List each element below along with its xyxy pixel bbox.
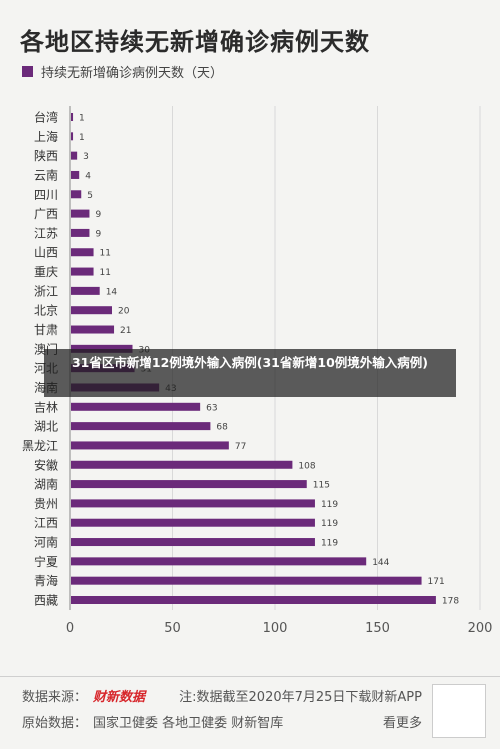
category-label: 宁夏 — [34, 554, 58, 569]
category-label: 湖北 — [34, 419, 58, 434]
bar — [71, 422, 211, 431]
bar — [71, 286, 100, 295]
bar — [71, 228, 90, 237]
data-label: 77 — [235, 442, 246, 452]
footer-source-row: 数据来源： 财新数据 注:数据截至2020年7月25日下载财新APP — [22, 686, 422, 705]
bar — [71, 480, 307, 489]
bar — [71, 557, 367, 566]
x-tick-label: 50 — [164, 621, 181, 636]
bar — [71, 209, 90, 218]
bar — [71, 170, 80, 179]
legend-swatch — [22, 66, 33, 77]
category-label: 陕西 — [34, 148, 58, 163]
category-label: 湖南 — [34, 477, 58, 492]
x-tick-label: 0 — [66, 621, 74, 636]
category-label: 安徽 — [34, 457, 58, 472]
data-label: 9 — [95, 229, 101, 239]
origin-values: 国家卫健委 各地卫健委 财新智库 — [93, 716, 284, 731]
data-label: 178 — [442, 597, 459, 607]
category-label: 江西 — [34, 516, 58, 530]
bar-chart: 0 50 100 150 200 台湾 1 上海 1 陕西 3 云南 4 四川 5 广西 9 江苏 9 山西 11 重庆 1… — [22, 106, 493, 636]
qr-code[interactable] — [432, 684, 486, 738]
category-label: 吉林 — [34, 400, 58, 414]
data-label: 11 — [100, 268, 111, 278]
category-label: 北京 — [34, 304, 58, 318]
origin-label: 原始数据： — [22, 716, 88, 731]
source-label: 数据来源： — [22, 690, 88, 705]
data-label: 21 — [120, 326, 131, 336]
legend: 持续无新增确诊病例天数（天） — [22, 62, 223, 81]
data-label: 115 — [313, 481, 330, 491]
bar — [71, 132, 74, 141]
data-label: 1 — [79, 133, 85, 143]
data-label: 119 — [321, 519, 338, 529]
data-label: 144 — [372, 558, 389, 568]
category-label: 西藏 — [34, 594, 58, 608]
bar — [71, 344, 133, 353]
data-label: 11 — [100, 249, 111, 259]
bar — [71, 460, 293, 469]
bar — [71, 441, 229, 450]
category-label: 黑龙江 — [22, 439, 58, 453]
category-label: 台湾 — [34, 110, 58, 125]
watch-more-label: 看更多 — [382, 716, 422, 731]
category-label: 重庆 — [34, 265, 58, 279]
footer-origin-row: 原始数据： 国家卫健委 各地卫健委 财新智库 看更多 — [22, 712, 422, 731]
news-headline-overlay[interactable]: 31省区市新增12例境外输入病例(31省新增10例境外输入病例) — [44, 349, 456, 397]
category-label: 广西 — [34, 207, 58, 221]
category-label: 贵州 — [34, 497, 58, 511]
data-label: 3 — [83, 152, 89, 162]
category-label: 山西 — [34, 246, 58, 260]
x-tick-label: 200 — [468, 621, 493, 636]
x-tick-label: 150 — [365, 621, 390, 636]
category-label: 甘肃 — [34, 323, 58, 337]
bar — [71, 518, 315, 527]
data-label: 20 — [118, 307, 130, 317]
category-label: 江苏 — [34, 226, 58, 240]
bar — [71, 576, 422, 585]
data-label: 63 — [206, 403, 217, 413]
bar — [71, 499, 315, 508]
bar — [71, 538, 315, 547]
legend-label: 持续无新增确诊病例天数（天） — [41, 66, 224, 81]
category-label: 四川 — [34, 188, 58, 202]
bar — [71, 325, 115, 334]
category-label: 浙江 — [34, 284, 58, 298]
data-note: 注:数据截至2020年7月25日下载财新APP — [179, 690, 422, 705]
data-label: 68 — [216, 423, 228, 433]
data-label: 4 — [85, 171, 91, 181]
data-label: 14 — [106, 287, 118, 297]
bar — [71, 113, 74, 121]
category-label: 河南 — [34, 535, 58, 550]
category-label: 青海 — [34, 573, 58, 588]
bar — [71, 267, 94, 276]
data-label: 171 — [428, 577, 445, 587]
category-label: 云南 — [34, 167, 58, 182]
bar — [71, 190, 82, 199]
bar — [71, 306, 112, 315]
data-label: 5 — [87, 191, 93, 201]
bar — [71, 596, 436, 604]
bar — [71, 402, 201, 411]
data-label: 119 — [321, 539, 338, 549]
chart-title: 各地区持续无新增确诊病例天数 — [20, 28, 370, 56]
data-label: 108 — [298, 461, 315, 471]
source-brand-logo: 财新数据 — [93, 690, 146, 705]
data-label: 1 — [79, 114, 85, 124]
data-label: 9 — [95, 210, 101, 220]
bar — [71, 151, 78, 160]
category-label: 上海 — [34, 129, 58, 144]
bar — [71, 248, 94, 257]
data-label: 119 — [321, 500, 338, 510]
x-tick-label: 100 — [263, 621, 288, 636]
footer-divider — [0, 676, 500, 677]
